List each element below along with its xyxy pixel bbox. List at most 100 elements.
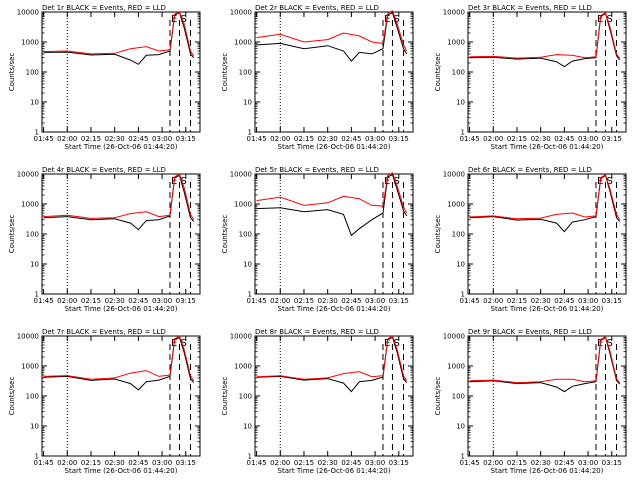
- x-tick-label: 03:15: [176, 297, 196, 305]
- x-tick-label: 02:15: [81, 297, 101, 305]
- y-tick-label: 1000: [234, 363, 252, 371]
- events-series-line: [469, 336, 621, 393]
- x-tick-label: 03:00: [152, 297, 172, 305]
- lld-series-line: [469, 11, 621, 59]
- x-tick-label: 02:45: [341, 135, 361, 143]
- y-tick-label: 100: [452, 231, 465, 239]
- x-tick-label: 02:00: [57, 459, 77, 467]
- x-tick-label: 02:45: [341, 459, 361, 467]
- x-tick-label: 02:15: [294, 135, 314, 143]
- y-tick-label: 1: [35, 129, 39, 137]
- y-tick-label: 10000: [230, 333, 252, 341]
- x-tick-label: 03:00: [578, 297, 598, 305]
- y-tick-label: 1000: [21, 363, 39, 371]
- x-tick-label: 03:15: [602, 459, 622, 467]
- panel-title: Det 6r BLACK = Events, RED = LLD: [468, 166, 592, 174]
- plot-frame: [41, 335, 201, 457]
- x-tick-label: 02:45: [128, 135, 148, 143]
- y-tick-label: 1: [461, 129, 465, 137]
- y-tick-label: 1: [35, 291, 39, 299]
- y-tick-label: 100: [26, 393, 39, 401]
- panel-title: Det 3r BLACK = Events, RED = LLD: [468, 4, 592, 12]
- y-tick-label: 10000: [17, 171, 39, 179]
- y-tick-label: 1: [461, 453, 465, 461]
- panel-det-6: Det 6r BLACK = Events, RED = LLD 1 10 100 10…: [434, 166, 627, 313]
- x-axis-label: Start Time (26-Oct-06 01:44:20): [65, 143, 178, 151]
- flare-label: S: [180, 176, 186, 187]
- x-tick-label: 02:00: [57, 135, 77, 143]
- y-tick-label: 10000: [230, 9, 252, 17]
- flare-label: S: [180, 338, 186, 349]
- x-tick-label: 03:15: [389, 459, 409, 467]
- x-tick-label: 02:00: [57, 297, 77, 305]
- lld-series-line: [256, 172, 408, 214]
- panel-title: Det 4r BLACK = Events, RED = LLD: [42, 166, 166, 174]
- y-tick-label: 10: [456, 261, 465, 269]
- x-tick-label: 03:15: [602, 297, 622, 305]
- y-tick-label: 1000: [447, 39, 465, 47]
- plot-frame: [467, 11, 627, 133]
- y-tick-label: 10: [30, 261, 39, 269]
- x-tick-label: 03:15: [602, 135, 622, 143]
- y-axis-label: Counts/sec: [434, 215, 442, 254]
- panel-det-9: Det 9r BLACK = Events, RED = LLD 1 10 100 10…: [434, 328, 627, 475]
- x-tick-label: 01:45: [459, 459, 479, 467]
- x-tick-label: 03:15: [176, 459, 196, 467]
- panel-title: Det 2r BLACK = Events, RED = LLD: [255, 4, 379, 12]
- y-tick-label: 1000: [234, 39, 252, 47]
- x-tick-label: 02:45: [554, 459, 574, 467]
- y-axis-label: Counts/sec: [8, 215, 16, 254]
- x-tick-label: 03:00: [365, 459, 385, 467]
- x-tick-label: 02:00: [270, 459, 290, 467]
- flare-label: S: [393, 338, 399, 349]
- x-tick-label: 02:45: [554, 135, 574, 143]
- x-tick-label: 01:45: [459, 135, 479, 143]
- x-tick-label: 02:15: [507, 135, 527, 143]
- lld-series-line: [43, 11, 195, 56]
- x-tick-label: 02:00: [270, 297, 290, 305]
- y-axis-label: Counts/sec: [434, 53, 442, 92]
- x-axis-label: Start Time (26-Oct-06 01:44:20): [65, 467, 178, 475]
- events-series-line: [256, 174, 408, 237]
- x-axis-label: Start Time (26-Oct-06 01:44:20): [278, 467, 391, 475]
- y-tick-label: 10: [30, 99, 39, 107]
- panel-title: Det 9r BLACK = Events, RED = LLD: [468, 328, 592, 336]
- x-tick-label: 01:45: [246, 459, 266, 467]
- panel-det-2: Det 2r BLACK = Events, RED = LLD 1 10 100 10…: [221, 4, 414, 151]
- flare-label: S: [606, 338, 612, 349]
- x-tick-label: 02:30: [531, 297, 551, 305]
- x-tick-label: 02:15: [294, 297, 314, 305]
- panel-title: Det 5r BLACK = Events, RED = LLD: [255, 166, 379, 174]
- x-tick-label: 02:45: [554, 297, 574, 305]
- lld-series-line: [256, 10, 408, 52]
- plot-frame: [41, 173, 201, 295]
- y-tick-label: 10000: [230, 171, 252, 179]
- x-tick-label: 02:00: [270, 135, 290, 143]
- y-tick-label: 1: [248, 291, 252, 299]
- y-tick-label: 10000: [443, 333, 465, 341]
- y-axis-label: Counts/sec: [8, 53, 16, 92]
- x-tick-label: 02:30: [105, 459, 125, 467]
- flare-label: S: [393, 14, 399, 25]
- x-tick-label: 02:15: [294, 459, 314, 467]
- panel-det-8: Det 8r BLACK = Events, RED = LLD 1 10 100 10…: [221, 328, 414, 475]
- events-series-line: [43, 174, 195, 231]
- y-tick-label: 100: [239, 69, 252, 77]
- y-tick-label: 10000: [17, 333, 39, 341]
- x-axis-label: Start Time (26-Oct-06 01:44:20): [278, 143, 391, 151]
- y-tick-label: 10: [243, 99, 252, 107]
- y-axis-label: Counts/sec: [221, 377, 229, 416]
- x-tick-label: 03:15: [389, 135, 409, 143]
- x-tick-label: 03:00: [152, 135, 172, 143]
- lld-series-line: [43, 173, 195, 220]
- x-tick-label: 01:45: [33, 135, 53, 143]
- x-axis-label: Start Time (26-Oct-06 01:44:20): [491, 467, 604, 475]
- y-tick-label: 10000: [443, 9, 465, 17]
- x-tick-label: 02:30: [531, 459, 551, 467]
- x-tick-label: 02:15: [81, 135, 101, 143]
- plot-frame: [467, 173, 627, 295]
- y-axis-label: Counts/sec: [434, 377, 442, 416]
- panel-title: Det 7r BLACK = Events, RED = LLD: [42, 328, 166, 336]
- events-series-line: [469, 174, 621, 233]
